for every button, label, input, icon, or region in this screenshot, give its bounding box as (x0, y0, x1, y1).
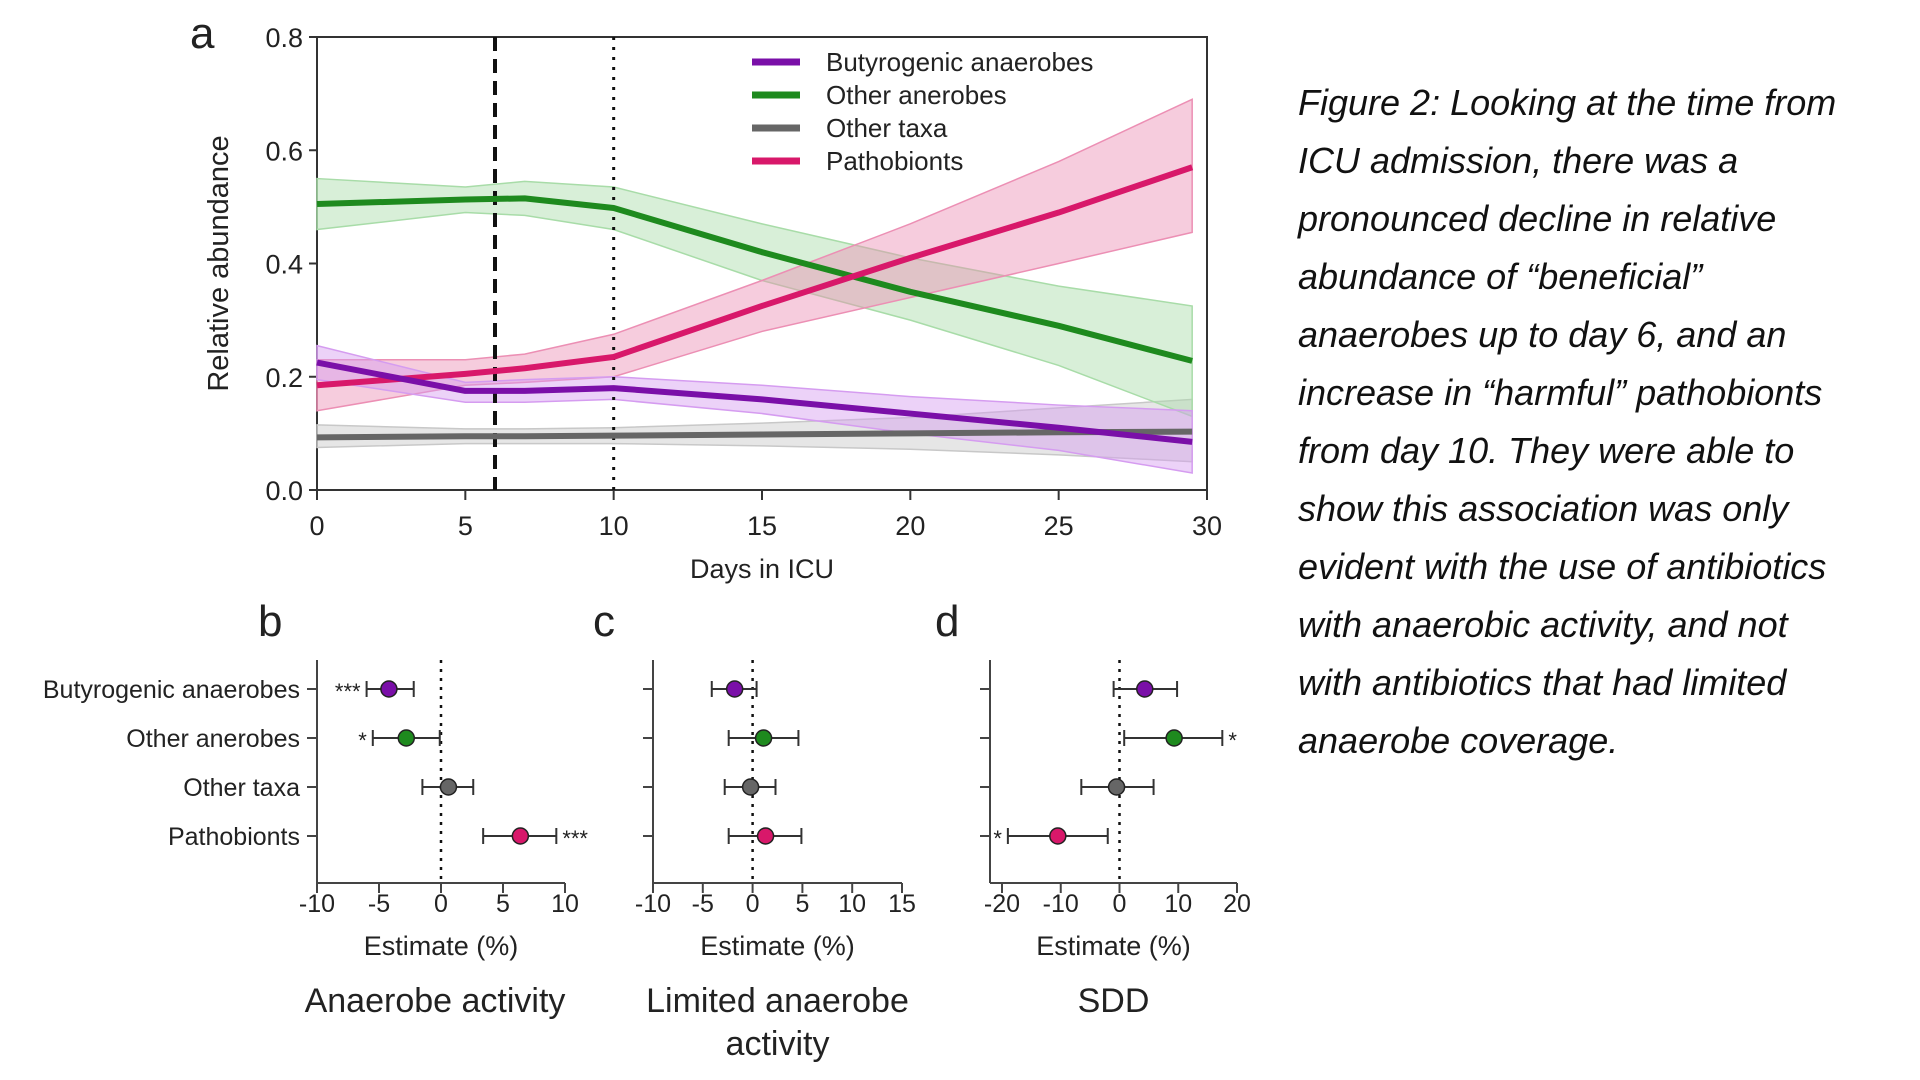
x-axis-label: Estimate (%) (1036, 931, 1191, 961)
estimate-point (397, 729, 416, 747)
caption-line: anaerobe coverage. (1298, 720, 1619, 761)
x-tick-label: -5 (368, 890, 390, 918)
estimate-point (1049, 827, 1067, 845)
caption-line: show this association was only (1298, 488, 1789, 529)
estimate-point (754, 729, 773, 747)
x-tick-label: 0 (434, 890, 448, 918)
series-line (316, 428, 1193, 441)
x-tick-label: 5 (458, 511, 473, 541)
x-tick-label: -10 (635, 890, 671, 918)
x-tick-label: 5 (496, 890, 510, 918)
panel-label-b: b (258, 597, 282, 646)
caption-line: abundance of “beneficial” (1298, 256, 1703, 297)
panel-label-c: c (593, 597, 615, 646)
x-tick-label: -10 (1043, 890, 1079, 918)
x-axis-label: Estimate (%) (364, 931, 519, 961)
x-tick-label: 15 (888, 890, 916, 918)
y-tick-label: 0.0 (265, 476, 303, 506)
y-tick-label: 0.6 (265, 136, 303, 166)
x-tick-label: 25 (1044, 511, 1074, 541)
category-label: Butyrogenic anaerobes (43, 676, 300, 704)
x-tick-label: 10 (1164, 890, 1192, 918)
legend-label: Butyrogenic anaerobes (826, 47, 1093, 77)
series-line (316, 359, 1193, 445)
estimate-point (1165, 729, 1183, 747)
panel-title: Anaerobe activity (305, 982, 566, 1020)
estimate-point (439, 778, 458, 796)
panel-label-d: d (935, 597, 959, 646)
x-tick-label: 30 (1192, 511, 1222, 541)
estimate-point (756, 827, 775, 845)
significance-marker: *** (562, 826, 588, 851)
legend-label: Other anerobes (826, 80, 1007, 110)
caption-line: with antibiotics that had limited (1298, 662, 1787, 703)
estimate-point (1107, 778, 1126, 796)
significance-marker: *** (335, 679, 361, 704)
caption-line: with anaerobic activity, and not (1298, 604, 1788, 645)
legend-label: Other taxa (826, 113, 948, 143)
y-tick-label: 0.4 (265, 250, 303, 280)
y-tick-label: 0.2 (265, 363, 303, 393)
x-axis-label: Estimate (%) (700, 931, 855, 961)
caption-line: pronounced decline in relative (1298, 198, 1777, 239)
caption-line: increase in “harmful” pathobionts (1298, 372, 1823, 413)
caption-line: from day 10. They were able to (1298, 430, 1795, 471)
figure-caption: Figure 2: Looking at the time from ICU ad… (1298, 74, 1918, 770)
x-tick-label: -20 (984, 890, 1020, 918)
x-tick-label: -10 (299, 890, 335, 918)
confidence-band (316, 344, 1193, 474)
panel-title: SDD (1078, 982, 1150, 1020)
x-tick-label: 0 (746, 890, 760, 918)
x-tick-label: 15 (747, 511, 777, 541)
panel-title: Limited anaerobe activity (646, 982, 909, 1063)
x-tick-label: 20 (1223, 890, 1251, 918)
category-label: Other taxa (183, 774, 300, 802)
x-tick-label: 0 (1113, 890, 1127, 918)
estimate-point (1136, 680, 1154, 698)
panel-title-line: activity (726, 1025, 830, 1063)
significance-marker: * (358, 728, 367, 753)
x-tick-label: 10 (838, 890, 866, 918)
estimate-point (741, 778, 760, 796)
caption-line: ICU admission, there was a (1298, 140, 1739, 181)
estimate-point (511, 827, 530, 845)
estimate-point (380, 680, 398, 698)
x-tick-label: 10 (551, 890, 579, 918)
x-tick-label: 10 (599, 511, 629, 541)
panel-title-line: Limited anaerobe (646, 982, 909, 1020)
y-tick-label: 0.8 (265, 23, 303, 53)
caption-line: evident with the use of antibiotics (1298, 546, 1827, 587)
caption-line: Figure 2: Looking at the time from (1298, 82, 1837, 123)
caption-line: anaerobes up to day 6, and an (1298, 314, 1787, 355)
x-tick-label: 20 (895, 511, 925, 541)
x-tick-label: 0 (309, 511, 324, 541)
series-line (316, 164, 1194, 389)
x-tick-label: -5 (692, 890, 714, 918)
category-label: Pathobionts (168, 823, 300, 851)
x-tick-label: 5 (795, 890, 809, 918)
series-line (316, 195, 1193, 364)
category-label: Other anerobes (126, 725, 300, 753)
estimate-point (725, 680, 744, 698)
x-axis-label: Days in ICU (690, 554, 834, 584)
legend-label: Pathobionts (826, 146, 963, 176)
y-axis-label: Relative abundance (203, 135, 235, 391)
significance-marker: * (993, 826, 1002, 851)
panel-label-a: a (190, 9, 215, 58)
significance-marker: * (1228, 728, 1237, 753)
